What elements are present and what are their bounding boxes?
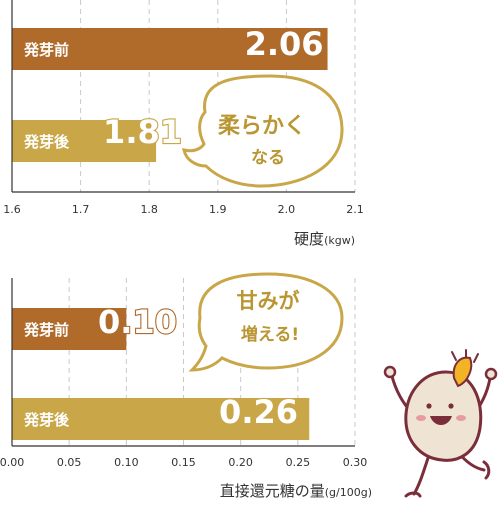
sprouted-bean-mascot-icon	[383, 349, 498, 498]
x-tick-label: 0.10	[114, 456, 139, 469]
bar-before	[12, 308, 127, 350]
sweeter-annotation-line2: 増える!	[241, 324, 299, 345]
x-tick-label: 1.9	[209, 203, 227, 216]
bar-category-label: 発芽後	[23, 133, 70, 151]
sweeter-annotation-line1: 甘みが	[237, 289, 300, 313]
bar-after	[12, 398, 310, 440]
softer-annotation-line2: なる	[251, 148, 285, 168]
hardness-axis-label: 硬度	[294, 230, 324, 248]
bar-category-label: 発芽後	[23, 411, 70, 429]
bar-category-label: 発芽前	[23, 321, 69, 339]
x-tick-label: 1.8	[140, 203, 158, 216]
hardness-axis-title: 硬度(kgw)	[294, 230, 355, 248]
sugar-axis-title: 直接還元糖の量(g/100g)	[220, 482, 372, 500]
bar-after	[12, 120, 157, 162]
hardness-value-labels: 2.06 1.81	[102, 24, 325, 152]
x-tick-label: 2.0	[278, 203, 296, 216]
softer-annotation-line1: 柔らかく	[218, 114, 306, 139]
bar-value-label: 2.06	[245, 25, 324, 63]
sweeter-speech-bubble: 甘みが 増える!	[188, 272, 344, 372]
x-tick-label: 1.6	[3, 203, 21, 216]
bar-value-label: 0.26	[219, 393, 298, 431]
x-tick-label: 0.20	[228, 456, 253, 469]
sugar-axis-unit: (g/100g)	[325, 486, 372, 499]
x-tick-label: 0.25	[286, 456, 311, 469]
hardness-axis-unit: (kgw)	[324, 234, 355, 247]
x-tick-label: 0.00	[0, 456, 24, 469]
bar-value-label: 0.10	[98, 303, 177, 341]
x-tick-label: 1.7	[72, 203, 90, 216]
softer-speech-bubble: 柔らかく なる	[182, 74, 344, 188]
x-tick-label: 0.15	[171, 456, 196, 469]
sugar-value-labels: 0.10 0.26	[97, 302, 299, 432]
bar-before	[12, 28, 328, 70]
bar-value-label: 1.81	[103, 113, 182, 151]
hardness-tick-labels: 1.6 1.7 1.8 1.9 2.0 2.1	[3, 203, 364, 216]
x-tick-label: 2.1	[346, 203, 364, 216]
sugar-tick-labels: 0.00 0.05 0.10 0.15 0.20 0.25 0.30	[0, 456, 367, 469]
sugar-axis-label: 直接還元糖の量	[220, 482, 325, 500]
x-tick-label: 0.05	[57, 456, 82, 469]
bar-category-label: 発芽前	[23, 41, 69, 59]
x-tick-label: 0.30	[343, 456, 368, 469]
